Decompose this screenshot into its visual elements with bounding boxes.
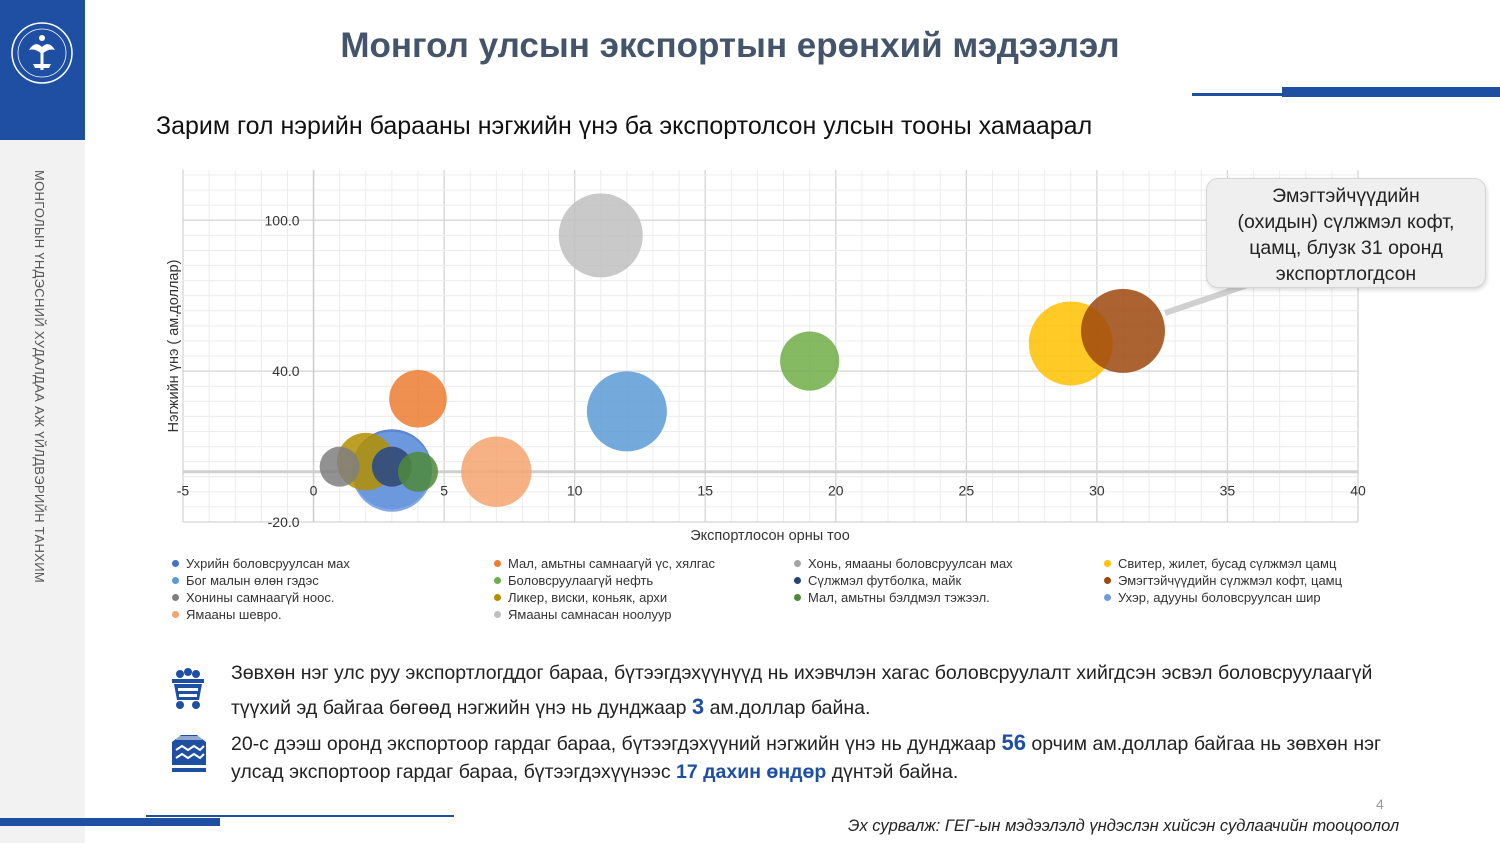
legend-item: Свитер, жилет, бусад сүлжмэл цамц [1104, 556, 1336, 571]
legend-label: Ухрийн боловсруулсан мах [186, 556, 350, 571]
chart-legend: Ухрийн боловсруулсан мах Бог малын өлөн г… [172, 556, 1392, 628]
callout-box: Эмэгтэйчүүдийн (охидын) сүлжмэл кофт, ца… [1206, 178, 1486, 288]
legend-item: Боловсруулаагүй нефть [494, 573, 653, 588]
legend-label: Ямааны самнасан ноолуур [508, 607, 672, 622]
x-tick-label: 15 [697, 483, 713, 499]
x-tick-label: -5 [177, 483, 190, 499]
note1-text-part2: ам.доллар байна. [704, 697, 871, 719]
legend-item: Ухрийн боловсруулсан мах [172, 556, 350, 571]
footer-bar-thick [0, 818, 220, 826]
page-number: 4 [1376, 796, 1384, 812]
legend-marker [794, 577, 801, 584]
legend-item: Мал, амьтны самнаагүй үс, хялгас [494, 556, 715, 571]
sidebar-vertical-text: МОНГОЛЫН ҮНДЭСНИЙ ХУДАЛДАА АЖ ҮЙЛДВЭРИЙН… [32, 170, 47, 583]
x-tick-label: 5 [440, 483, 448, 499]
legend-label: Свитер, жилет, бусад сүлжмэл цамц [1118, 556, 1337, 571]
legend-item: Эмэгтэйчүүдийн сүлжмэл кофт, цамц [1104, 573, 1342, 588]
callout-line-3: цамц, блузк 31 оронд [1249, 237, 1443, 259]
legend-label: Мал, амьтны бэлдмэл тэжээл. [808, 590, 990, 605]
title-underline-thin [1192, 93, 1282, 96]
legend-label: Боловсруулаагүй нефть [508, 573, 654, 588]
legend-item: Сүлжмэл футболка, майк [794, 573, 961, 588]
legend-item: Ямааны самнасан ноолуур [494, 607, 672, 622]
legend-item: Бог малын өлөн гэдэс [172, 573, 319, 588]
x-tick-label: 25 [959, 483, 975, 499]
legend-marker [1104, 560, 1111, 567]
bubble-point [319, 446, 360, 487]
callout-line-1: Эмэгтэйчүүдийн [1272, 185, 1420, 207]
legend-label: Эмэгтэйчүүдийн сүлжмэл кофт, цамц [1118, 573, 1343, 588]
legend-label: Мал, амьтны самнаагүй үс, хялгас [508, 556, 715, 571]
legend-marker [172, 577, 179, 584]
y-tick-label: 100.0 [265, 212, 300, 228]
y-tick-label: 40.0 [272, 363, 299, 379]
legend-marker [1104, 577, 1111, 584]
chart-ticks: -5 0 5 10 15 20 25 30 35 40 -20.0 40.0 100.0 [177, 212, 1366, 530]
note2-text-part2: орчим ам.доллар байгаа нь зөвхөн нэг улс… [231, 733, 1382, 783]
legend-marker [494, 594, 501, 601]
note-many-countries: 20-с дээш оронд экспортоор гардаг бараа,… [231, 729, 1401, 786]
bubble-point [558, 193, 643, 278]
bubble-point [389, 370, 447, 428]
sweater-icon [172, 735, 206, 772]
callout-line-2: (охидын) сүлжмэл кофт, [1237, 211, 1455, 233]
chart-bubbles [319, 193, 1165, 512]
y-tick-label: -20.0 [268, 514, 300, 530]
mine-cart-icon [172, 668, 204, 709]
bubble-point [398, 451, 438, 492]
chamber-emblem-icon [11, 22, 73, 84]
x-tick-label: 40 [1350, 483, 1366, 499]
x-tick-label: 0 [310, 483, 318, 499]
y-axis-label: Нэгжийн үнэ ( ам.доллар) [166, 260, 182, 433]
x-tick-label: 20 [828, 483, 844, 499]
chamber-logo [0, 0, 85, 140]
title-underline-thick [1282, 87, 1500, 97]
note1-value: 3 [691, 694, 705, 719]
legend-marker [494, 611, 501, 618]
legend-marker [172, 560, 179, 567]
legend-marker [1104, 594, 1111, 601]
note1-text-part1: Зөвхөн нэг улс руу экспортлогддог бараа,… [231, 662, 1373, 719]
note-single-country: Зөвхөн нэг улс руу экспортлогддог бараа,… [231, 657, 1401, 725]
legend-marker [494, 560, 501, 567]
bubble-point [780, 331, 840, 391]
legend-label: Ликер, виски, коньяк, архи [508, 590, 668, 605]
legend-marker [794, 560, 801, 567]
bubble-point [1081, 288, 1165, 373]
bubble-point [461, 436, 532, 507]
note2-value: 56 [1001, 730, 1026, 755]
legend-label: Ямааны шевро. [186, 607, 282, 622]
legend-marker [794, 594, 801, 601]
legend-label: Сүлжмэл футболка, майк [808, 573, 962, 588]
legend-label: Хонины самнаагүй ноос. [186, 590, 335, 605]
legend-item: Хонь, ямааны боловсруулсан мах [794, 556, 1013, 571]
footer-bar-thin [146, 815, 454, 817]
legend-item: Ликер, виски, коньяк, архи [494, 590, 667, 605]
legend-marker [172, 611, 179, 618]
legend-item: Мал, амьтны бэлдмэл тэжээл. [794, 590, 990, 605]
legend-label: Бог малын өлөн гэдэс [186, 573, 319, 588]
sidebar: МОНГОЛЫН ҮНДЭСНИЙ ХУДАЛДАА АЖ ҮЙЛДВЭРИЙН… [0, 0, 85, 843]
legend-marker [172, 594, 179, 601]
x-tick-label: 35 [1220, 483, 1236, 499]
legend-marker [494, 577, 501, 584]
x-axis-label: Экспортлосон орны тоо [690, 528, 850, 544]
note2-value2: 17 дахин өндөр [676, 761, 827, 783]
note2-text-part3: дүнтэй байна. [826, 761, 959, 783]
legend-item: Ямааны шевро. [172, 607, 282, 622]
legend-item: Ухэр, адууны боловсруулсан шир [1104, 590, 1321, 605]
page-title: Монгол улсын экспортын ерөнхий мэдээлэл [340, 26, 1120, 65]
source-note: Эх сурвалж: ГЕГ-ын мэдээлэлд үндэслэн хи… [848, 817, 1400, 835]
bubble-point [586, 371, 667, 452]
legend-item: Хонины самнаагүй ноос. [172, 590, 335, 605]
x-tick-label: 10 [567, 483, 583, 499]
callout-line-4: экспортлогдсон [1275, 263, 1417, 285]
x-tick-label: 30 [1089, 483, 1105, 499]
legend-label: Хонь, ямааны боловсруулсан мах [808, 556, 1013, 571]
chart-subtitle: Зарим гол нэрийн барааны нэгжийн үнэ ба … [156, 112, 1093, 140]
note2-text-part1: 20-с дээш оронд экспортоор гардаг бараа,… [231, 733, 1002, 755]
legend-label: Ухэр, адууны боловсруулсан шир [1118, 590, 1321, 605]
